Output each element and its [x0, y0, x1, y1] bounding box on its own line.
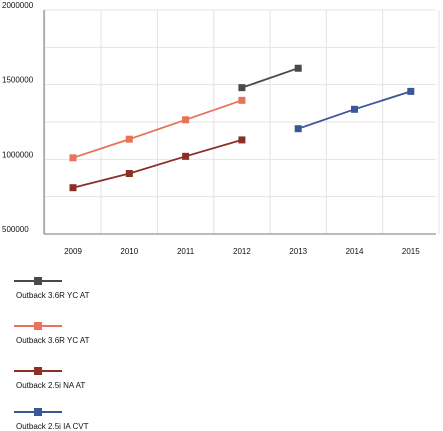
x-tick-label: 2013: [289, 247, 307, 256]
legend-marker-swatch: [34, 277, 42, 285]
tick-labels: 500000 1000000 1500000 2000000 2009 2010 2011 2…: [2, 1, 420, 256]
legend-label: Outback 2.5i NA AT: [16, 381, 86, 390]
x-tick-label: 2009: [64, 247, 82, 256]
legend-item: Outback 2.5i IA CVT: [14, 399, 214, 431]
data-point-marker: [125, 135, 133, 143]
y-tick-label: 500000: [2, 225, 29, 234]
series-line-0: [241, 67, 299, 89]
legend-item: Outback 2.5i NA AT: [14, 358, 214, 390]
data-point-marker: [238, 96, 246, 104]
x-tick-label: 2010: [120, 247, 138, 256]
data-point-marker: [294, 64, 302, 72]
legend-item: Outback 3.6R YC AT: [14, 268, 214, 300]
x-tick-label: 2015: [402, 247, 420, 256]
legend-label: Outback 3.6R YC AT: [16, 336, 90, 345]
series-line-1: [72, 99, 243, 159]
x-tick-label: 2012: [233, 247, 251, 256]
data-point-marker: [69, 154, 77, 162]
y-tick-label: 1500000: [2, 76, 34, 85]
series-line-2: [72, 139, 243, 189]
x-tick-label: 2011: [177, 247, 195, 256]
data-point-marker: [238, 84, 246, 92]
data-point-marker: [125, 170, 133, 178]
y-tick-label: 2000000: [2, 1, 34, 10]
data-point-marker: [182, 152, 190, 160]
line-chart: 500000 1000000 1500000 2000000 2009 2010 2011 2…: [2, 1, 440, 256]
data-point-marker: [351, 105, 358, 113]
legend-marker-swatch: [34, 322, 42, 330]
legend-label: Outback 2.5i IA CVT: [16, 422, 89, 431]
data-point-marker: [407, 87, 415, 95]
x-tick-label: 2014: [346, 247, 364, 256]
data-point-marker: [294, 125, 302, 133]
legend-marker-swatch: [34, 367, 42, 375]
legend-marker-swatch: [34, 408, 42, 416]
data-point-marker: [69, 184, 77, 192]
data-point-marker: [182, 116, 190, 124]
axes: [43, 10, 436, 235]
legend-item: Outback 3.6R YC AT: [14, 313, 214, 345]
gridlines: [44, 9, 440, 235]
data-point-marker: [238, 136, 246, 144]
y-tick-label: 1000000: [2, 150, 34, 159]
legend-label: Outback 3.6R YC AT: [16, 291, 90, 300]
series-layer: [69, 64, 415, 192]
